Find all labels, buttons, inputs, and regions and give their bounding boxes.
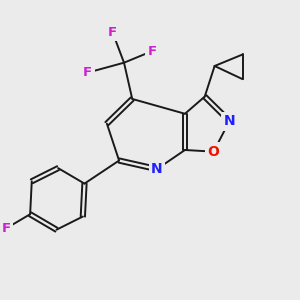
Text: F: F [83, 66, 92, 79]
Text: N: N [224, 114, 235, 128]
Text: F: F [148, 45, 157, 58]
Text: N: N [151, 162, 163, 176]
Text: F: F [108, 26, 117, 39]
Text: F: F [2, 222, 10, 235]
Text: O: O [208, 145, 220, 159]
